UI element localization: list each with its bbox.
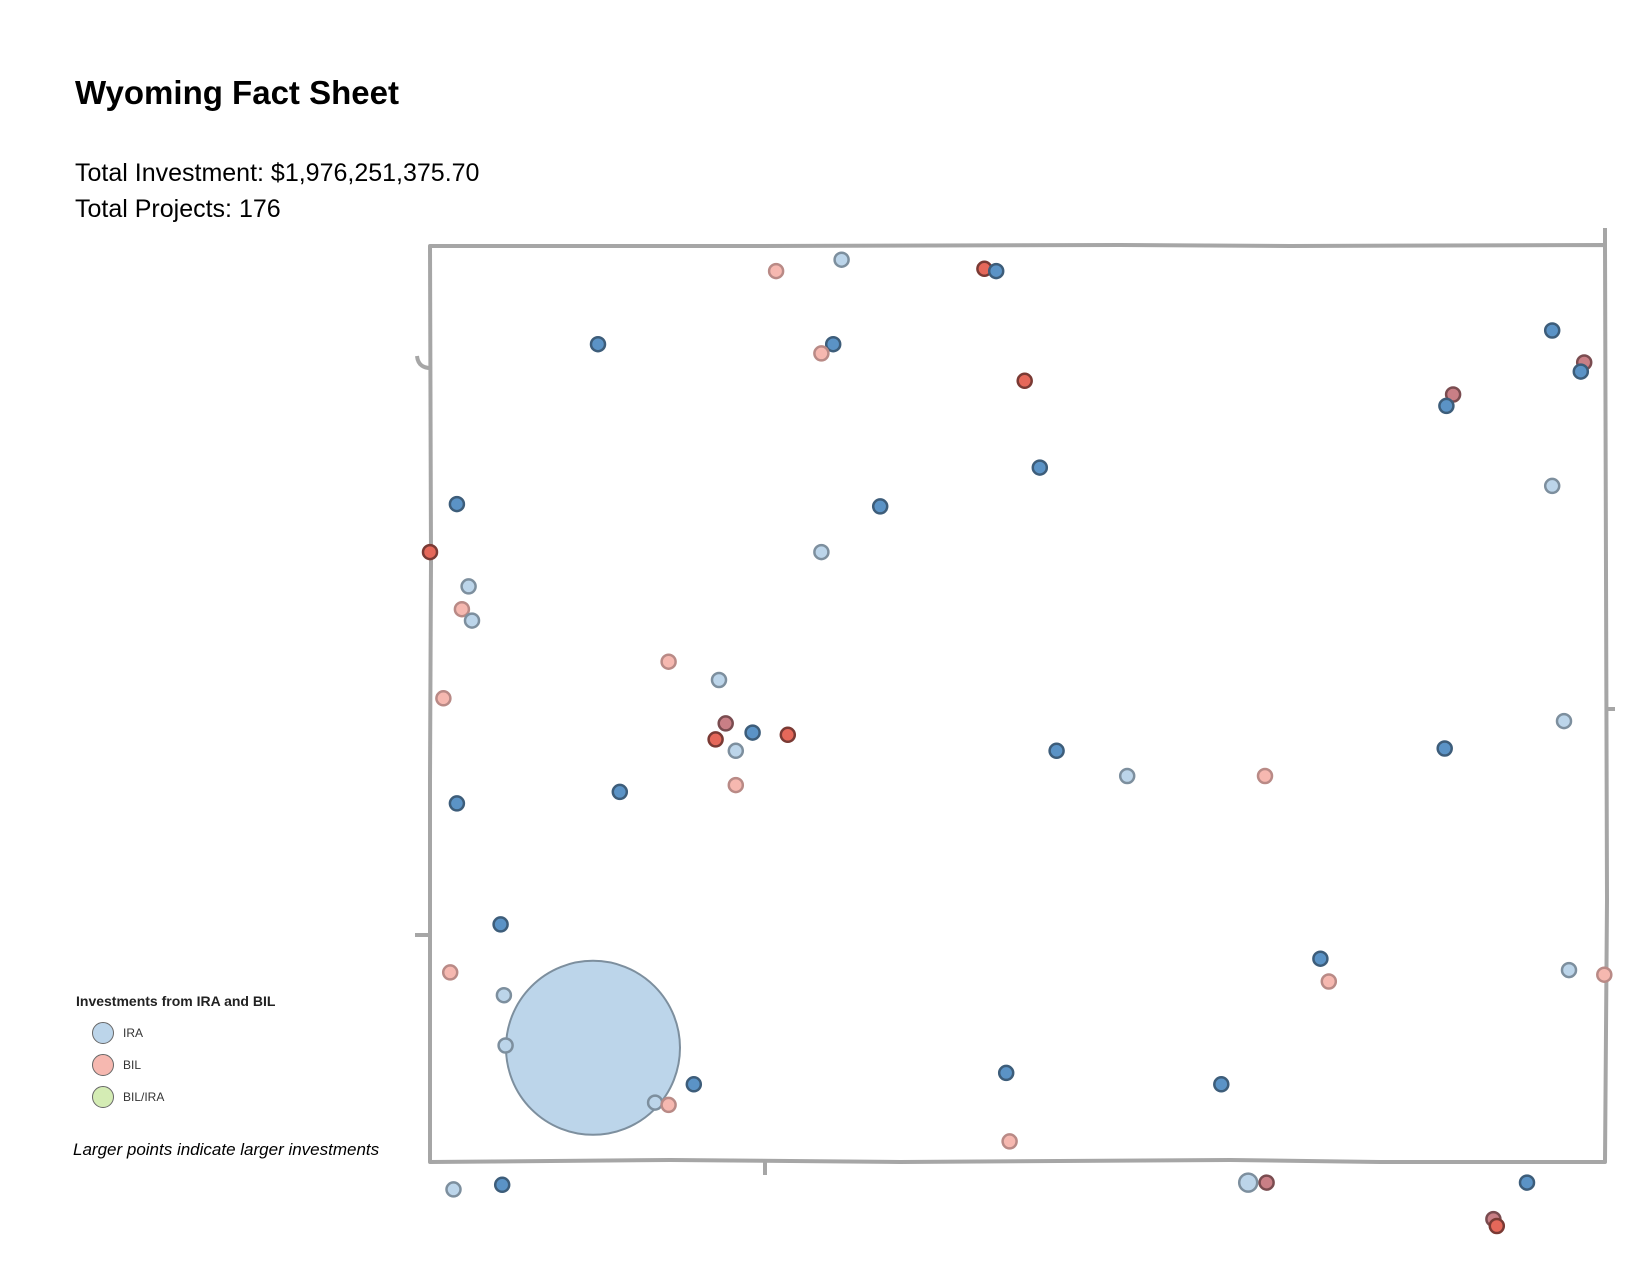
bil-point-26[interactable]	[779, 726, 797, 744]
bil-point-33[interactable]	[727, 776, 745, 794]
total-projects: Total Projects: 176	[75, 195, 281, 223]
ira-point-28[interactable]	[1048, 742, 1065, 760]
ira-point-24[interactable]	[744, 724, 761, 741]
ira-point-29[interactable]	[1436, 740, 1453, 757]
ira-point-16[interactable]	[813, 543, 830, 561]
ira-point-4[interactable]	[589, 335, 607, 353]
ira-point-35[interactable]	[448, 795, 466, 812]
size-note: Larger points indicate larger investment…	[73, 1140, 380, 1159]
bil-point-44[interactable]	[1596, 966, 1613, 983]
ira-point-40[interactable]	[497, 1037, 514, 1054]
bil-point-32[interactable]	[1256, 767, 1274, 785]
ira-point-3[interactable]	[987, 262, 1005, 280]
ira-point-55[interactable]	[1518, 1174, 1536, 1191]
ira-point-14[interactable]	[1543, 477, 1561, 495]
ira-point-45[interactable]	[997, 1064, 1015, 1082]
bil-point-42[interactable]	[1320, 973, 1338, 990]
legend-label-bil-ira: BIL/IRA	[123, 1090, 165, 1104]
bil-point-20[interactable]	[660, 653, 677, 670]
bil-point-50[interactable]	[1001, 1133, 1018, 1150]
ira-point-5[interactable]	[824, 335, 842, 353]
ira-point-11[interactable]	[1031, 459, 1049, 476]
bil-point-21[interactable]	[435, 690, 452, 707]
ira-point-51[interactable]	[445, 1181, 462, 1198]
ira-point-19[interactable]	[463, 612, 481, 629]
ira-swatch-icon	[92, 1022, 114, 1044]
ira-point-36[interactable]	[492, 916, 509, 933]
ira-point-12[interactable]	[448, 495, 466, 513]
legend-title: Investments from IRA and BIL	[76, 993, 276, 1009]
bil-point-57[interactable]	[1488, 1217, 1506, 1235]
ira-point-48[interactable]	[646, 1094, 664, 1111]
ira-point-39[interactable]	[495, 986, 513, 1004]
ira-point-53[interactable]	[1237, 1172, 1259, 1193]
bil-point-37[interactable]	[441, 964, 459, 981]
bil-point-49[interactable]	[660, 1096, 677, 1114]
bil-point-6[interactable]	[813, 345, 830, 362]
bil-point-18[interactable]	[453, 600, 471, 618]
bil-ira-swatch-icon	[92, 1086, 114, 1108]
state-outline	[428, 243, 1609, 1164]
ira-point-7[interactable]	[1543, 322, 1561, 339]
legend-label-bil: BIL	[123, 1058, 142, 1072]
map-legend: Investments from IRA and BIL IRA BIL BIL…	[76, 993, 275, 1113]
bil-point-23[interactable]	[717, 715, 734, 732]
legend-item-ira: IRA	[76, 1017, 275, 1049]
bil-point-54[interactable]	[1258, 1174, 1275, 1191]
summary-stats: Total Investment: $1,976,251,375.70 Tota…	[75, 155, 479, 227]
ira-point-10[interactable]	[1438, 397, 1455, 415]
legend-item-bil: BIL	[76, 1049, 275, 1081]
bil-point-8[interactable]	[1016, 372, 1033, 390]
bil-point-25[interactable]	[707, 731, 724, 748]
state-border	[415, 228, 1615, 1175]
ira-point-0[interactable]	[833, 251, 850, 268]
legend-label-ira: IRA	[123, 1026, 144, 1040]
ira-point-52[interactable]	[493, 1176, 511, 1194]
ira-point-46[interactable]	[1213, 1076, 1230, 1093]
bil-point-15[interactable]	[421, 543, 439, 561]
ira-point-17[interactable]	[460, 578, 477, 595]
ira-point-41[interactable]	[1312, 950, 1329, 967]
page-title: Wyoming Fact Sheet	[75, 74, 399, 111]
bil-point-1[interactable]	[767, 262, 785, 280]
ira-point-43[interactable]	[1560, 961, 1578, 979]
ira-point-13[interactable]	[871, 498, 889, 515]
ira-point-22[interactable]	[710, 671, 728, 689]
total-investment: Total Investment: $1,976,251,375.70	[75, 159, 480, 187]
ira-point-27[interactable]	[727, 742, 745, 760]
investment-points	[421, 251, 1613, 1235]
border-tick-nw	[415, 355, 431, 370]
ira-point-47[interactable]	[685, 1076, 703, 1093]
ira-point-59[interactable]	[1572, 363, 1590, 380]
ira-point-30[interactable]	[1555, 712, 1573, 730]
legend-item-bil-ira: BIL/IRA	[76, 1081, 275, 1113]
ira-point-31[interactable]	[1118, 767, 1136, 785]
bil-swatch-icon	[92, 1054, 114, 1076]
ira-point-34[interactable]	[611, 783, 629, 801]
